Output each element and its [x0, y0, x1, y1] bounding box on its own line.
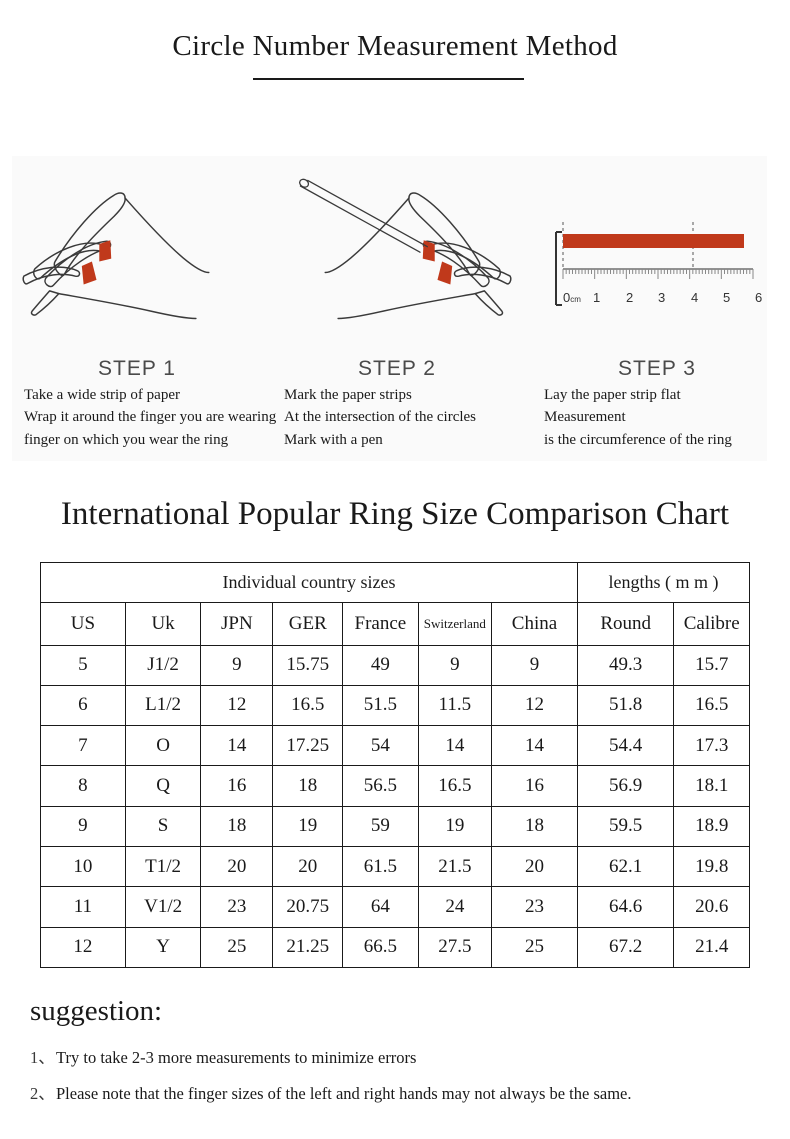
svg-text:0cm: 0cm — [563, 290, 581, 305]
svg-text:1: 1 — [593, 290, 600, 305]
svg-text:6: 6 — [755, 290, 762, 305]
svg-text:4: 4 — [691, 290, 698, 305]
svg-text:2: 2 — [626, 290, 633, 305]
svg-text:5: 5 — [723, 290, 730, 305]
svg-text:3: 3 — [658, 290, 665, 305]
